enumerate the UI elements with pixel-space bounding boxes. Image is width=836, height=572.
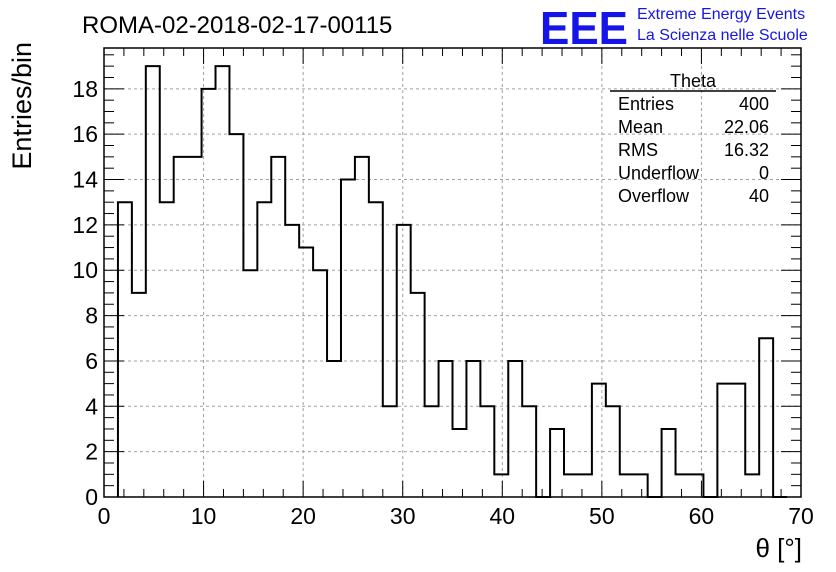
y-tick-label: 10 xyxy=(72,257,98,283)
y-tick-label: 0 xyxy=(85,484,98,510)
stat-value-entries: 400 xyxy=(739,94,769,114)
x-tick-label: 40 xyxy=(489,503,515,529)
stat-value-rms: 16.32 xyxy=(724,140,769,160)
x-tick-label: 60 xyxy=(689,503,715,529)
y-tick-label: 14 xyxy=(72,167,98,193)
stat-label-rms: RMS xyxy=(618,140,658,160)
eee-logo: EEE xyxy=(540,2,628,54)
stat-label-underflow: Underflow xyxy=(618,163,700,183)
stat-label-entries: Entries xyxy=(618,94,674,114)
x-tick-label: 0 xyxy=(98,503,111,529)
x-tick-label: 30 xyxy=(390,503,416,529)
y-tick-label: 6 xyxy=(85,348,98,374)
histogram-line xyxy=(116,65,788,498)
stat-value-overflow: 40 xyxy=(749,186,769,206)
x-tick-label: 50 xyxy=(589,503,615,529)
x-tick-label: 10 xyxy=(191,503,217,529)
axis-tick-labels: 0 10 20 30 40 50 60 70 0 2 4 6 8 10 12 14 16 18 xyxy=(72,76,813,529)
chart-title: ROMA-02-2018-02-17-00115 xyxy=(82,12,392,39)
plot-frame xyxy=(103,47,802,498)
brand-line1: Extreme Energy Events xyxy=(637,6,805,23)
x-tick-label: 20 xyxy=(290,503,316,529)
stat-value-underflow: 0 xyxy=(759,163,769,183)
brand-line2: La Scienza nelle Scuole xyxy=(637,27,808,44)
y-tick-label: 2 xyxy=(85,439,98,465)
stat-label-overflow: Overflow xyxy=(618,186,690,206)
stat-value-mean: 22.06 xyxy=(724,117,769,137)
y-tick-label: 4 xyxy=(85,393,98,419)
y-tick-label: 8 xyxy=(85,303,98,329)
y-tick-label: 16 xyxy=(72,121,98,147)
grid-lines xyxy=(104,48,801,497)
y-axis-label: Entries/bin xyxy=(7,42,37,170)
x-tick-label: 70 xyxy=(788,503,814,529)
y-tick-label: 18 xyxy=(72,76,98,102)
stats-box: Theta Entries 400 Mean 22.06 RMS 16.32 U… xyxy=(610,71,776,206)
y-tick-label: 12 xyxy=(72,212,98,238)
stats-title: Theta xyxy=(670,71,717,91)
x-axis-label: θ [°] xyxy=(755,533,802,563)
stat-label-mean: Mean xyxy=(618,117,663,137)
axis-ticks xyxy=(103,48,802,498)
